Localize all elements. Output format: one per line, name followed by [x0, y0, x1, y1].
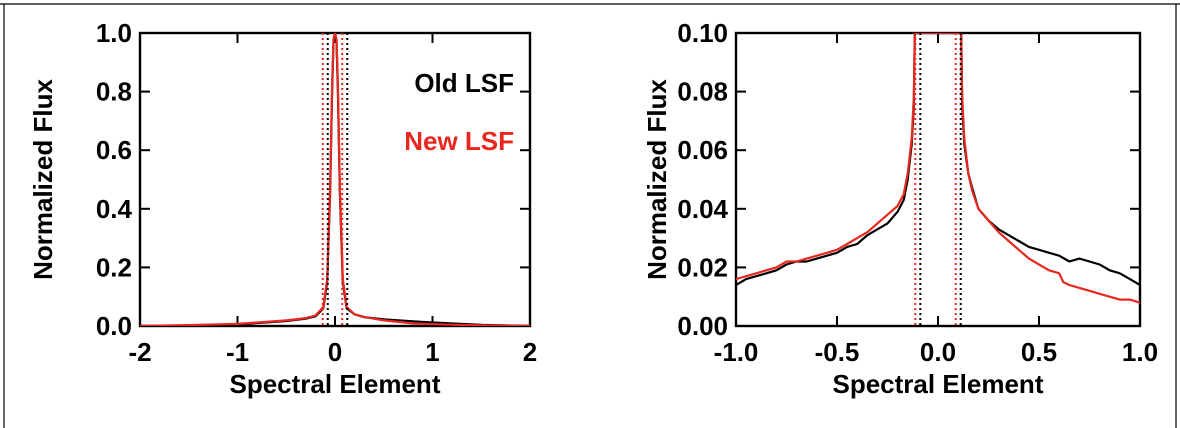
left-y-tick-label: 0.4 [96, 194, 133, 224]
left-y-tick-label: 1.0 [96, 18, 132, 48]
legend-new-lsf: New LSF [404, 126, 514, 156]
left-x-axis-title: Spectral Element [230, 369, 441, 399]
left-y-tick-label: 0.6 [96, 135, 132, 165]
right-x-tick-label: -0.5 [815, 337, 860, 367]
right-series-old-lsf [736, 33, 1140, 286]
right-x-axis-title: Spectral Element [833, 369, 1044, 399]
right-y-tick-label: 0.04 [677, 194, 728, 224]
left-x-tick-label: 1 [425, 337, 439, 367]
left-plot-area [140, 33, 530, 326]
legend-old-lsf: Old LSF [414, 68, 514, 98]
right-y-tick-label: 0.06 [677, 135, 728, 165]
right-plot-frame [734, 31, 1142, 328]
left-y-axis-title: Normalized Flux [28, 79, 58, 280]
left-x-tick-label: -1 [226, 337, 249, 367]
right-y-tick-label: 0.08 [677, 77, 728, 107]
left-y-tick-label: 0.2 [96, 252, 132, 282]
left-y-tick-label: 0.0 [96, 311, 132, 341]
left-x-tick-label: -2 [128, 337, 151, 367]
left-series-new-lsf [140, 33, 530, 326]
right-chart-panel: -1.0 -0.5 0.0 0.5 1.0 0.00 0.02 0.04 0.06 0.08 0.1… [642, 18, 1158, 399]
right-y-axis-title: Normalized Flux [642, 79, 672, 280]
right-y-tick-label: 0.10 [677, 18, 728, 48]
left-x-tick-label: 2 [523, 337, 537, 367]
right-series-new-lsf [736, 33, 1140, 304]
right-y-tick-label: 0.00 [677, 311, 728, 341]
left-chart-panel: -2 -1 0 1 2 0.0 0.2 0.4 0.6 0.8 1.0 Spectral Elemen… [28, 18, 537, 399]
right-x-tick-label: -1.0 [714, 337, 759, 367]
left-y-tick-label: 0.8 [96, 77, 132, 107]
left-x-tick-label: 0 [328, 337, 342, 367]
right-y-tick-label: 0.02 [677, 252, 728, 282]
right-x-tick-label: 0.5 [1021, 337, 1057, 367]
right-x-tick-label: 1.0 [1122, 337, 1158, 367]
right-plot-area [736, 33, 1140, 326]
right-x-tick-label: 0.0 [920, 337, 956, 367]
